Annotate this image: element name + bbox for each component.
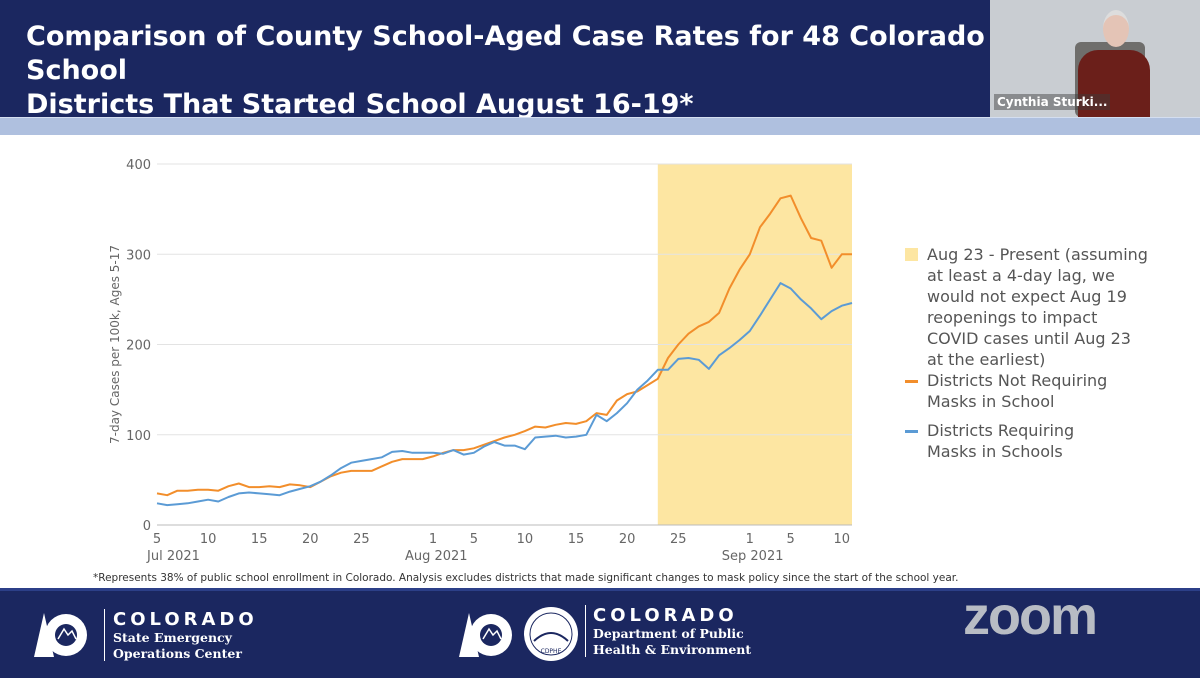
x-tick-label: 10 <box>834 532 851 547</box>
legend-swatch-blue <box>905 430 918 433</box>
y-tick-label: 0 <box>143 519 151 534</box>
legend-item-orange: Districts Not Requiring Masks in School <box>905 370 1152 412</box>
org-line: Health & Environment <box>593 642 751 658</box>
org-line: Department of Public <box>593 626 751 642</box>
x-month-label: Aug 2021 <box>405 549 468 564</box>
legend-swatch-shaded <box>905 248 918 261</box>
participant-head <box>1103 10 1129 47</box>
x-tick-label: 20 <box>302 532 319 547</box>
x-tick-label: 25 <box>353 532 370 547</box>
x-tick-label: 5 <box>153 532 161 547</box>
org-cdphe: COLORADO Department of Public Health & E… <box>593 605 751 658</box>
org-line: State Emergency <box>113 630 258 646</box>
org-seoc: COLORADO State Emergency Operations Cent… <box>113 609 258 662</box>
legend-label: Districts Not Requiring Masks in School <box>927 370 1132 412</box>
x-tick-label: 15 <box>568 532 585 547</box>
participant-name: Cynthia Sturki... <box>994 94 1110 110</box>
divider <box>585 605 586 657</box>
x-tick-label: 25 <box>670 532 687 547</box>
y-tick-label: 400 <box>126 158 151 173</box>
x-tick-label: 5 <box>470 532 478 547</box>
x-month-label: Sep 2021 <box>722 549 784 564</box>
legend-label: Aug 23 - Present (assuming at least a 4-… <box>927 244 1152 370</box>
participant-video[interactable]: Cynthia Sturki... <box>990 0 1200 117</box>
x-tick-label: 1 <box>429 532 437 547</box>
divider <box>104 609 105 661</box>
footnote: *Represents 38% of public school enrollm… <box>93 572 958 584</box>
header-band <box>0 117 1200 135</box>
y-tick-label: 300 <box>126 248 151 263</box>
org-line: Operations Center <box>113 646 258 662</box>
legend-item-blue: Districts Requiring Masks in Schools <box>905 420 1152 462</box>
legend-item-shaded: Aug 23 - Present (assuming at least a 4-… <box>905 244 1152 370</box>
zoom-watermark: zoom <box>963 585 1096 647</box>
x-tick-label: 15 <box>251 532 268 547</box>
svg-text:CDPHE: CDPHE <box>541 648 562 655</box>
y-tick-label: 100 <box>126 429 151 444</box>
x-tick-label: 1 <box>746 532 754 547</box>
legend-swatch-orange <box>905 380 918 383</box>
chart-legend: Aug 23 - Present (assuming at least a 4-… <box>905 244 1152 462</box>
slide-title: Comparison of County School-Aged Case Ra… <box>26 20 1026 122</box>
org-name: COLORADO <box>593 605 751 626</box>
colorado-c-logo <box>455 605 513 663</box>
colorado-c-logo <box>30 605 88 663</box>
x-month-label: Jul 2021 <box>146 549 200 564</box>
org-name: COLORADO <box>113 609 258 630</box>
legend-label: Districts Requiring Masks in Schools <box>927 420 1117 462</box>
x-tick-label: 20 <box>619 532 636 547</box>
x-tick-label: 5 <box>787 532 795 547</box>
cdphe-seal-icon: CDPHE <box>522 605 580 663</box>
x-tick-label: 10 <box>517 532 534 547</box>
x-tick-label: 10 <box>200 532 217 547</box>
y-tick-label: 200 <box>126 339 151 354</box>
y-axis-label: 7-day Cases per 100k, Ages 5-17 <box>108 245 122 444</box>
